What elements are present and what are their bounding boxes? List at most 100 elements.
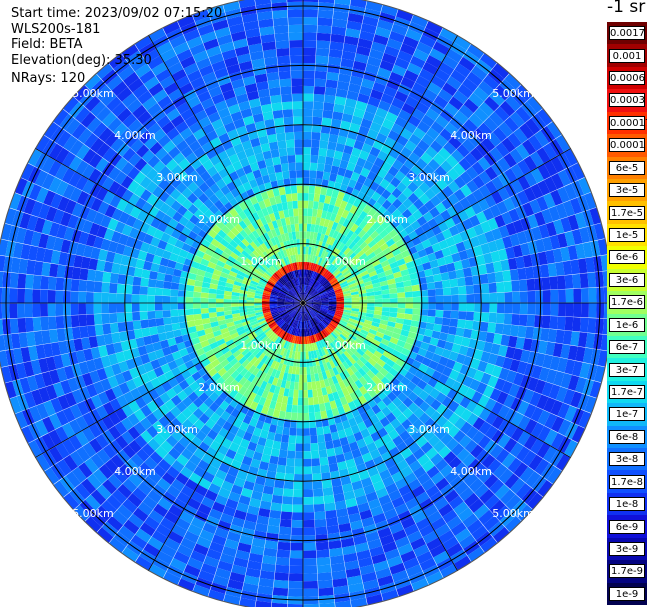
beta-cell: [472, 188, 485, 202]
beta-cell: [573, 288, 582, 303]
beta-cell: [365, 531, 380, 543]
beta-cell: [351, 353, 360, 362]
beta-cell: [320, 296, 329, 300]
beta-cell: [233, 143, 245, 154]
beta-cell: [280, 217, 287, 227]
beta-cell: [278, 320, 285, 327]
beta-cell: [331, 221, 339, 231]
beta-cell: [247, 214, 256, 224]
beta-cell: [343, 272, 352, 279]
beta-cell: [164, 242, 175, 253]
beta-cell: [48, 446, 64, 463]
beta-cell: [155, 280, 165, 289]
beta-cell: [154, 349, 165, 359]
beta-cell: [512, 348, 523, 361]
beta-cell: [330, 266, 338, 274]
beta-cell: [551, 416, 565, 433]
beta-cell: [537, 409, 551, 426]
beta-cell: [440, 563, 458, 578]
beta-cell: [273, 236, 280, 245]
beta-cell: [247, 291, 256, 296]
beta-cell: [342, 361, 350, 370]
beta-cell: [419, 557, 437, 572]
beta-cell: [228, 442, 240, 453]
beta-cell: [97, 201, 110, 215]
beta-cell: [334, 600, 352, 607]
beta-cell: [341, 152, 351, 162]
beta-cell: [324, 94, 336, 104]
beta-cell: [447, 167, 460, 181]
beta-cell: [318, 0, 335, 4]
beta-cell: [317, 257, 323, 266]
beta-cell: [282, 286, 289, 293]
beta-cell: [283, 284, 291, 291]
beta-cell: [9, 288, 18, 303]
beta-cell: [252, 169, 262, 179]
beta-cell: [200, 170, 212, 182]
beta-cell: [375, 371, 385, 381]
beta-cell: [242, 379, 252, 389]
beta-cell: [303, 292, 307, 301]
beta-cell: [111, 208, 124, 221]
beta-cell: [32, 275, 42, 290]
beta-cell: [202, 522, 217, 535]
beta-cell: [385, 358, 396, 368]
beta-cell: [283, 488, 294, 497]
beta-cell: [422, 530, 439, 544]
beta-cell: [317, 395, 325, 405]
beta-cell: [309, 327, 314, 336]
beta-cell: [358, 210, 368, 221]
beta-cell: [367, 303, 375, 307]
beta-cell: [448, 456, 462, 470]
beta-cell: [133, 421, 147, 435]
beta-cell: [101, 303, 110, 314]
beta-cell: [217, 107, 231, 119]
beta-cell: [348, 345, 357, 354]
beta-cell: [239, 534, 254, 546]
beta-cell: [313, 297, 321, 301]
beta-cell: [434, 165, 448, 178]
beta-cell: [50, 397, 63, 414]
beta-cell: [256, 285, 265, 291]
beta-cell: [225, 339, 235, 347]
beta-cell: [322, 319, 330, 326]
beta-cell: [290, 271, 295, 279]
beta-cell: [288, 573, 303, 582]
beta-cell: [356, 238, 365, 247]
beta-cell: [303, 359, 307, 368]
beta-cell: [381, 386, 392, 397]
beta-cell: [288, 389, 294, 398]
beta-cell: [453, 501, 469, 516]
beta-cell: [522, 254, 533, 268]
beta-cell: [288, 309, 296, 316]
beta-cell: [96, 142, 111, 158]
beta-cell: [344, 202, 353, 212]
beta-cell: [289, 239, 295, 248]
beta-cell: [287, 292, 295, 298]
beta-cell: [570, 331, 580, 347]
beta-cell: [326, 287, 334, 293]
beta-cell: [470, 147, 484, 162]
beta-cell: [288, 208, 294, 217]
beta-cell: [342, 269, 351, 277]
beta-cell: [488, 111, 504, 127]
beta-cell: [403, 158, 416, 170]
beta-cell: [238, 100, 251, 112]
beta-cell: [348, 318, 357, 324]
beta-cell: [211, 93, 225, 105]
colorbar-tick-label: 1.7e-8: [609, 474, 645, 489]
beta-cell: [327, 220, 335, 229]
beta-cell: [298, 285, 301, 293]
beta-cell: [286, 147, 296, 156]
beta-cell: [295, 254, 299, 263]
beta-cell: [132, 285, 141, 295]
beta-cell: [313, 303, 322, 305]
beta-cell: [208, 298, 217, 303]
beta-cell: [96, 448, 111, 464]
beta-cell: [245, 271, 255, 278]
beta-cell: [271, 494, 283, 504]
beta-cell: [20, 243, 31, 260]
beta-cell: [343, 309, 352, 314]
beta-cell: [396, 381, 407, 392]
beta-cell: [295, 343, 299, 352]
